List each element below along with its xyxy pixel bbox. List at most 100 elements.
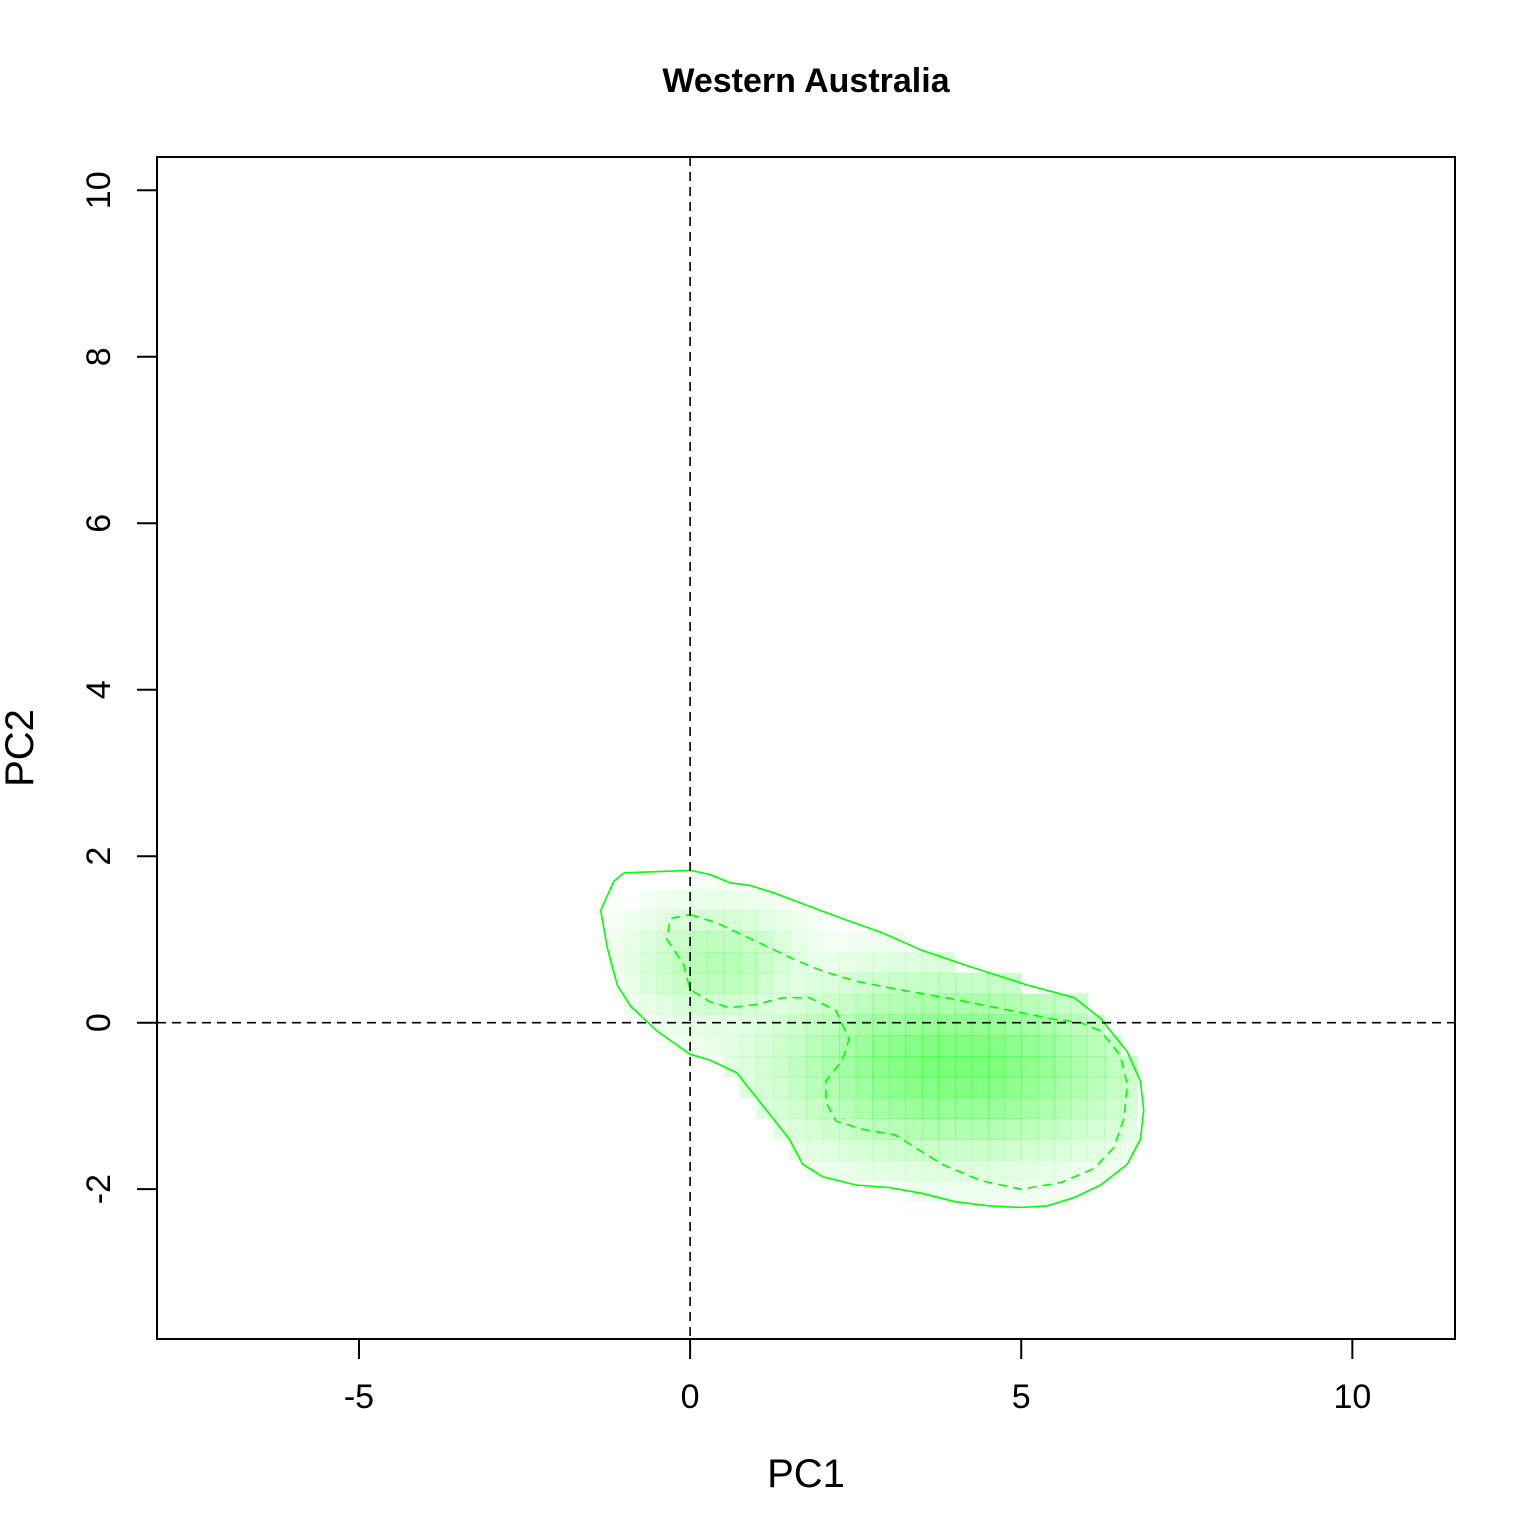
density-cell: [971, 1139, 989, 1161]
density-cell: [756, 993, 774, 1015]
density-cell: [921, 993, 940, 1015]
density-cell: [988, 972, 1006, 995]
density-cell: [1087, 1160, 1105, 1182]
density-cell: [938, 993, 956, 1015]
density-cell: [806, 1097, 824, 1119]
density-cell: [955, 1118, 973, 1140]
density-cell: [623, 910, 642, 932]
density-cell: [789, 1056, 807, 1078]
density-cell: [955, 1160, 973, 1182]
density-cell: [690, 951, 708, 974]
density-cell: [839, 1139, 857, 1161]
density-cell: [706, 972, 724, 995]
density-cell: [822, 972, 840, 995]
density-cell: [1087, 1139, 1105, 1161]
density-cell: [607, 931, 625, 953]
contour-line-inner-left: [666, 913, 1128, 1190]
density-cell: [921, 1097, 940, 1119]
density-layer: [607, 889, 1138, 1203]
density-cell: [888, 1076, 906, 1099]
density-cell: [955, 1097, 973, 1119]
density-cell: [1021, 1056, 1039, 1078]
density-cell: [806, 1076, 824, 1099]
density-cell: [789, 1097, 807, 1119]
density-cell: [1021, 993, 1039, 1015]
density-cell: [822, 1160, 840, 1182]
density-cell: [789, 993, 807, 1015]
density-cell: [1087, 1076, 1105, 1099]
density-cell: [1104, 1097, 1122, 1119]
density-cell: [1120, 1076, 1138, 1099]
density-cell: [855, 1056, 873, 1078]
density-cell: [723, 931, 741, 953]
density-cell: [772, 993, 791, 1015]
density-cell: [955, 1035, 973, 1057]
density-cell: [855, 1160, 873, 1182]
density-cell: [739, 1056, 757, 1078]
density-cell: [1087, 1056, 1105, 1078]
density-cell: [723, 972, 741, 995]
density-cell: [1104, 1118, 1122, 1140]
density-cell: [772, 931, 791, 953]
density-cell: [938, 1076, 956, 1099]
density-cell: [756, 1035, 774, 1057]
density-cell: [1120, 1118, 1138, 1140]
density-cell: [888, 1139, 906, 1161]
density-cell: [806, 931, 824, 953]
density-cell: [1004, 1118, 1022, 1140]
density-cell: [872, 1014, 890, 1036]
density-cell: [822, 1118, 840, 1140]
density-cell: [905, 1014, 923, 1036]
density-cell: [938, 1014, 956, 1036]
density-cell: [855, 951, 873, 974]
reference-lines: [157, 157, 1455, 1339]
density-cell: [806, 1139, 824, 1161]
density-cell: [772, 951, 791, 974]
density-cell: [971, 1097, 989, 1119]
density-cell: [806, 1118, 824, 1140]
density-cell: [888, 1056, 906, 1078]
density-cell: [1021, 1160, 1039, 1182]
density-cell: [905, 1097, 923, 1119]
density-cell: [806, 972, 824, 995]
density-cell: [1021, 1014, 1039, 1036]
density-cell: [1054, 1118, 1072, 1140]
density-cell: [938, 1035, 956, 1057]
density-cell: [971, 972, 989, 995]
density-cell: [822, 1014, 840, 1036]
density-cell: [1037, 1160, 1055, 1182]
density-cell: [1037, 1014, 1055, 1036]
density-cell: [706, 910, 724, 932]
density-cell: [623, 931, 642, 953]
density-cell: [1004, 972, 1022, 995]
density-cell: [789, 910, 807, 932]
density-cell: [1054, 1160, 1072, 1182]
density-cell: [789, 972, 807, 995]
density-cell: [673, 931, 691, 953]
density-cell: [739, 1035, 757, 1057]
density-cell: [789, 1076, 807, 1099]
density-cell: [839, 1014, 857, 1036]
density-cell: [839, 972, 857, 995]
density-cell: [888, 951, 906, 974]
density-cell: [955, 972, 973, 995]
density-cell: [822, 1097, 840, 1119]
density-cell: [888, 993, 906, 1015]
density-cell: [756, 1014, 774, 1036]
density-cell: [1087, 1035, 1105, 1057]
density-cell: [673, 993, 691, 1015]
density-cell: [1104, 1160, 1122, 1182]
density-cell: [938, 972, 956, 995]
density-cell: [1004, 1056, 1022, 1078]
density-cell: [1054, 1035, 1072, 1057]
density-cell: [756, 889, 774, 911]
y-tick-label: 8: [80, 347, 118, 366]
density-cell: [1021, 1180, 1039, 1203]
density-cell: [1004, 1076, 1022, 1099]
density-cell: [706, 1035, 724, 1057]
density-cell: [723, 1014, 741, 1036]
density-cell: [623, 951, 642, 974]
contour-line-outer: [599, 869, 1145, 1209]
density-cell: [888, 1035, 906, 1057]
density-cell: [921, 1035, 940, 1057]
